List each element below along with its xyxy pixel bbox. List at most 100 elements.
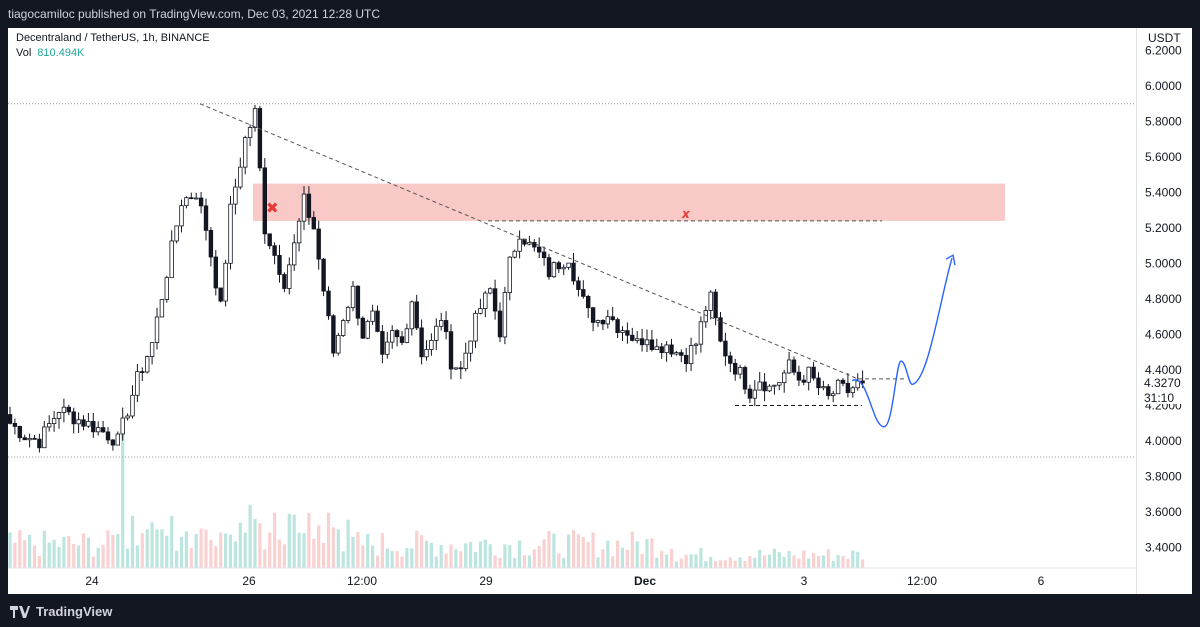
candle-body xyxy=(840,379,846,384)
volume-bar xyxy=(366,533,370,568)
candle-body xyxy=(130,394,135,417)
price-tick-label: 4.4000 xyxy=(1145,363,1182,377)
price-axis[interactable] xyxy=(1136,28,1192,594)
price-tick-label: 5.0000 xyxy=(1145,257,1182,271)
candle-body xyxy=(703,310,708,323)
volume-bar xyxy=(165,535,169,568)
candle-body xyxy=(174,225,179,242)
volume-bar xyxy=(826,549,830,568)
symbol-line[interactable]: Decentraland / TetherUS, 1h, BINANCE xyxy=(16,32,210,44)
volume-bar xyxy=(273,512,277,568)
candle-body xyxy=(654,346,659,350)
footer-brand: TradingView xyxy=(36,604,113,619)
candle-body xyxy=(625,330,630,336)
candle-body xyxy=(331,315,336,354)
x-mark-label-icon: x xyxy=(681,207,691,221)
volume-bar xyxy=(179,536,184,568)
volume-bar xyxy=(96,547,100,568)
volume-bar xyxy=(326,512,331,568)
candle-body xyxy=(277,255,282,275)
candle-body xyxy=(576,280,581,290)
candle-body xyxy=(208,229,214,258)
candle-body xyxy=(429,340,434,350)
volume-bar xyxy=(331,527,335,568)
candle-body xyxy=(502,292,508,338)
price-tick-label: 3.6000 xyxy=(1145,505,1182,519)
volume-bar xyxy=(429,542,433,568)
candle-body xyxy=(96,427,101,433)
volume-bar xyxy=(522,555,527,568)
candle-body xyxy=(473,312,478,342)
volume-bar xyxy=(513,557,517,568)
volume-bar xyxy=(297,532,301,568)
candle-body xyxy=(615,319,620,333)
candle-body xyxy=(772,384,777,387)
volume-bar xyxy=(542,539,546,568)
candle-body xyxy=(91,420,96,433)
volume-bar xyxy=(831,560,835,568)
volume-bar xyxy=(816,555,821,568)
candle-body xyxy=(399,336,405,343)
chart-pane[interactable] xyxy=(8,28,1136,594)
volume-bar xyxy=(224,533,228,568)
price-tick-label: 5.2000 xyxy=(1145,221,1182,235)
candle-body xyxy=(664,344,669,354)
volume-bar xyxy=(802,550,806,568)
volume-bar xyxy=(527,555,531,568)
candle-body xyxy=(169,240,174,279)
volume-bar xyxy=(547,531,551,568)
candle-body xyxy=(179,205,184,227)
candle-body xyxy=(272,245,277,256)
volume-bar xyxy=(268,532,272,568)
candle-body xyxy=(782,372,787,384)
volume-bar xyxy=(42,530,46,568)
candle-body xyxy=(301,193,307,222)
volume-bar xyxy=(390,551,394,568)
volume-bar xyxy=(635,541,639,568)
candle-body xyxy=(821,386,826,389)
volume-value: 810.494K xyxy=(37,47,85,59)
candle-body xyxy=(723,340,728,357)
candle-body xyxy=(684,354,689,365)
candle-body xyxy=(419,327,424,358)
candle-body xyxy=(561,266,566,270)
candle-body xyxy=(159,299,165,318)
volume-bar xyxy=(385,548,389,568)
candle-body xyxy=(796,371,802,381)
volume-bar xyxy=(694,554,698,568)
volume-bar xyxy=(277,539,282,568)
volume-bar xyxy=(478,541,482,568)
volume-bar xyxy=(336,529,340,568)
price-tick-label: 6.2000 xyxy=(1145,44,1182,58)
candle-body xyxy=(581,289,586,297)
chart-legend: Decentraland / TetherUS, 1h, BINANCE Vol… xyxy=(16,31,210,61)
volume-bar xyxy=(121,432,125,568)
candle-body xyxy=(831,393,836,396)
candle-body xyxy=(693,343,699,346)
candle-body xyxy=(203,205,209,231)
volume-bar xyxy=(812,553,816,568)
volume-bar xyxy=(410,548,414,568)
volume-bar xyxy=(361,545,365,568)
candle-body xyxy=(644,339,650,346)
candle-body xyxy=(193,197,199,200)
volume-bar xyxy=(23,540,27,568)
volume-bar xyxy=(380,533,384,568)
candle-body xyxy=(365,320,370,339)
currency-label[interactable]: USDT xyxy=(1148,31,1181,45)
candle-body xyxy=(228,203,233,264)
volume-bar xyxy=(723,560,727,568)
volume-bar xyxy=(62,536,66,568)
volume-bar xyxy=(655,557,659,568)
volume-bar xyxy=(777,552,781,568)
projection-curve[interactable] xyxy=(851,257,953,428)
candle-body xyxy=(385,341,390,355)
volume-bar xyxy=(37,555,41,568)
volume-bar xyxy=(660,551,664,568)
tradingview-logo-icon xyxy=(10,605,30,618)
resistance-zone[interactable] xyxy=(253,183,1005,221)
candle-body xyxy=(81,419,86,427)
volume-bar xyxy=(503,544,507,568)
volume-bar xyxy=(371,545,375,568)
